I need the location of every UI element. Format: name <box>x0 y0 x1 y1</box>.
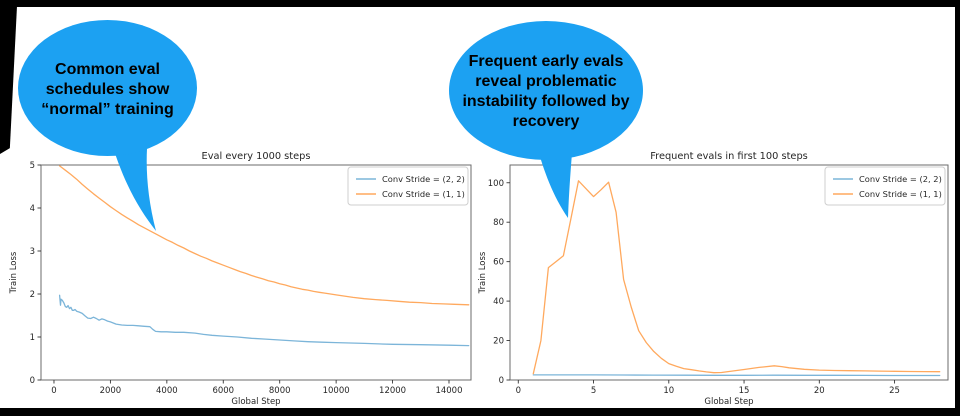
callout-line: schedules show <box>45 81 170 98</box>
legend: Conv Stride = (2, 2) Conv Stride = (1, 1) <box>347 166 469 206</box>
right-border <box>955 0 960 416</box>
legend-label: Conv Stride = (2, 2) <box>859 174 942 184</box>
y-tick-label: 60 <box>493 258 504 268</box>
y-tick-label: 1 <box>30 333 35 343</box>
x-axis-label: Global Step <box>704 397 753 407</box>
y-tick-label: 100 <box>488 179 504 189</box>
x-axis-label: Global Step <box>231 397 280 407</box>
legend-box <box>347 166 469 206</box>
y-tick-label: 40 <box>493 297 504 307</box>
plot-frame <box>509 164 949 381</box>
y-tick-label: 5 <box>30 161 35 171</box>
y-tick-label: 80 <box>493 218 504 228</box>
series-line-0 <box>532 374 941 377</box>
y-axis-label: Train Loss <box>478 251 488 294</box>
x-tick-label: 12000 <box>379 386 406 396</box>
x-tick-label: 25 <box>889 386 900 396</box>
chart-title: Eval every 1000 steps <box>202 151 311 162</box>
x-tick-label: 14000 <box>435 386 462 396</box>
y-tick-label: 4 <box>30 204 35 214</box>
legend: Conv Stride = (2, 2) Conv Stride = (1, 1) <box>824 166 946 206</box>
series-line-1 <box>532 180 941 375</box>
bottom-border <box>0 408 960 416</box>
x-tick-label: 0 <box>51 386 56 396</box>
right-callout-text: Frequent early evals reveal problematic … <box>462 52 629 132</box>
callout-line: Common eval <box>55 61 160 78</box>
callout-line: reveal problematic <box>475 72 617 90</box>
callout-line: instability followed by <box>462 92 630 110</box>
legend-box <box>824 166 946 206</box>
x-tick-label: 10 <box>663 386 674 396</box>
legend-label: Conv Stride = (1, 1) <box>382 189 465 199</box>
x-tick-label: 20 <box>814 386 825 396</box>
callout-line: recovery <box>512 112 580 130</box>
series-line-1 <box>58 165 470 306</box>
x-tick-label: 0 <box>516 386 521 396</box>
chart-title: Frequent evals in first 100 steps <box>650 151 808 162</box>
left-callout: Common eval schedules show “normal” trai… <box>18 20 197 156</box>
legend-label: Conv Stride = (2, 2) <box>382 174 465 184</box>
series-line-0 <box>58 294 470 347</box>
y-tick-label: 0 <box>30 376 35 386</box>
callout-line: “normal” training <box>41 101 174 118</box>
left-callout-tail-icon <box>109 134 156 231</box>
x-tick-label: 6000 <box>212 386 234 396</box>
y-tick-label: 20 <box>493 337 504 347</box>
plot-frame <box>40 164 472 381</box>
x-tick-label: 10000 <box>323 386 350 396</box>
right-callout: Frequent early evals reveal problematic … <box>449 21 643 160</box>
x-tick-label: 2000 <box>100 386 122 396</box>
legend-label: Conv Stride = (1, 1) <box>859 189 942 199</box>
right-chart: 0 5 10 15 20 25 0 20 40 60 80 100 Frequent evals in … <box>478 151 949 407</box>
y-tick-label: 0 <box>499 376 504 386</box>
y-tick-label: 3 <box>30 247 35 257</box>
x-tick-label: 8000 <box>269 386 291 396</box>
y-axis-label: Train Loss <box>9 251 19 294</box>
x-tick-label: 15 <box>739 386 750 396</box>
x-tick-label: 4000 <box>156 386 178 396</box>
y-tick-label: 2 <box>30 290 35 300</box>
x-tick-label: 5 <box>591 386 596 396</box>
left-callout-text: Common eval schedules show “normal” trai… <box>41 60 173 120</box>
left-chart: 0 2000 4000 6000 8000 10000 12000 14000 0 1 2 3 4 5 Ev… <box>9 151 472 407</box>
top-border <box>0 0 960 7</box>
callout-line: Frequent early evals <box>468 52 624 70</box>
